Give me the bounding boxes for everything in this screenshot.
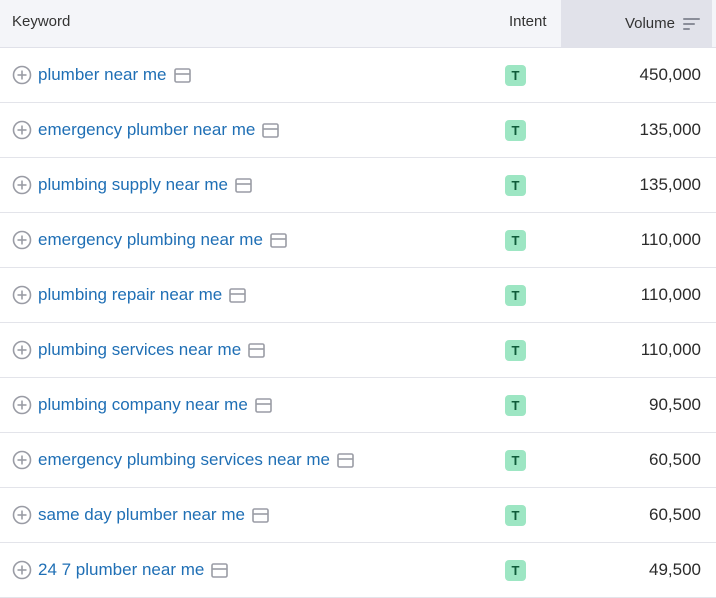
keyword-link[interactable]: plumbing company near me bbox=[38, 395, 248, 414]
keyword-cell: plumbing supply near me bbox=[12, 158, 252, 212]
sort-descending-icon[interactable] bbox=[683, 17, 700, 31]
keyword-cell: plumber near me bbox=[12, 48, 191, 102]
keyword-link[interactable]: emergency plumbing services near me bbox=[38, 450, 330, 469]
serp-features-icon[interactable] bbox=[270, 232, 287, 248]
table-row: same day plumber near me T 60,500 bbox=[0, 488, 716, 543]
table-row: emergency plumbing services near me T 60… bbox=[0, 433, 716, 488]
keyword-cell: emergency plumber near me bbox=[12, 103, 280, 157]
table-row: plumber near me T 450,000 bbox=[0, 48, 716, 103]
serp-features-icon[interactable] bbox=[337, 452, 354, 468]
volume-value: 135,000 bbox=[639, 120, 701, 139]
keyword-column-header[interactable]: Keyword bbox=[12, 13, 71, 30]
keyword-link[interactable]: 24 7 plumber near me bbox=[38, 560, 205, 579]
intent-badge[interactable]: T bbox=[505, 230, 526, 251]
keyword-link[interactable]: emergency plumbing near me bbox=[38, 230, 263, 249]
plus-circle-icon[interactable] bbox=[12, 505, 32, 525]
volume-value: 110,000 bbox=[640, 230, 701, 249]
plus-circle-icon[interactable] bbox=[12, 450, 32, 470]
table-body: plumber near me T 450,000 emergency plum… bbox=[0, 48, 716, 598]
serp-features-icon[interactable] bbox=[173, 67, 191, 83]
table-row: plumbing services near me T 110,000 bbox=[0, 323, 716, 378]
serp-features-icon[interactable] bbox=[252, 507, 269, 523]
volume-value: 60,500 bbox=[649, 505, 701, 524]
keyword-cell: emergency plumbing services near me bbox=[12, 433, 354, 487]
keyword-link[interactable]: emergency plumber near me bbox=[38, 120, 256, 139]
table-header: Keyword Intent Volume bbox=[0, 0, 716, 48]
intent-badge[interactable]: T bbox=[505, 395, 526, 416]
keyword-link[interactable]: plumbing services near me bbox=[38, 340, 242, 359]
intent-badge[interactable]: T bbox=[505, 65, 526, 86]
plus-circle-icon[interactable] bbox=[12, 120, 32, 140]
plus-circle-icon[interactable] bbox=[12, 560, 32, 580]
plus-circle-icon[interactable] bbox=[12, 175, 32, 195]
volume-value: 90,500 bbox=[649, 395, 701, 414]
serp-features-icon[interactable] bbox=[262, 122, 280, 138]
table-row: 24 7 plumber near me T 49,500 bbox=[0, 543, 716, 598]
volume-value: 60,500 bbox=[649, 450, 701, 469]
intent-badge[interactable]: T bbox=[505, 505, 526, 526]
volume-header-label: Volume bbox=[624, 15, 675, 32]
volume-value: 450,000 bbox=[639, 65, 701, 84]
keyword-cell: 24 7 plumber near me bbox=[12, 543, 229, 597]
keyword-cell: plumbing services near me bbox=[12, 323, 265, 377]
intent-badge[interactable]: T bbox=[505, 120, 526, 141]
plus-circle-icon[interactable] bbox=[12, 285, 32, 305]
keyword-cell: same day plumber near me bbox=[12, 488, 269, 542]
keyword-link[interactable]: plumbing repair near me bbox=[38, 285, 223, 304]
table-row: emergency plumbing near me T 110,000 bbox=[0, 213, 716, 268]
intent-badge[interactable]: T bbox=[505, 285, 526, 306]
keyword-link[interactable]: same day plumber near me bbox=[38, 505, 245, 524]
serp-features-icon[interactable] bbox=[254, 397, 272, 413]
plus-circle-icon[interactable] bbox=[12, 340, 32, 360]
intent-badge[interactable]: T bbox=[505, 175, 526, 196]
serp-features-icon[interactable] bbox=[211, 562, 229, 578]
volume-value: 110,000 bbox=[640, 285, 701, 304]
keyword-link[interactable]: plumber near me bbox=[38, 65, 167, 84]
volume-value: 49,500 bbox=[649, 560, 701, 579]
keyword-cell: plumbing company near me bbox=[12, 378, 272, 432]
serp-features-icon[interactable] bbox=[229, 287, 247, 303]
keyword-link[interactable]: plumbing supply near me bbox=[38, 175, 228, 194]
keyword-cell: plumbing repair near me bbox=[12, 268, 247, 322]
intent-column-header[interactable]: Intent bbox=[509, 13, 547, 30]
intent-badge[interactable]: T bbox=[505, 450, 526, 471]
plus-circle-icon[interactable] bbox=[12, 65, 32, 85]
serp-features-icon[interactable] bbox=[248, 342, 265, 358]
plus-circle-icon[interactable] bbox=[12, 230, 32, 250]
table-row: plumbing repair near me T 110,000 bbox=[0, 268, 716, 323]
table-row: plumbing company near me T 90,500 bbox=[0, 378, 716, 433]
plus-circle-icon[interactable] bbox=[12, 395, 32, 415]
keyword-cell: emergency plumbing near me bbox=[12, 213, 287, 267]
table-row: plumbing supply near me T 135,000 bbox=[0, 158, 716, 213]
serp-features-icon[interactable] bbox=[235, 177, 252, 193]
volume-value: 110,000 bbox=[640, 340, 701, 359]
volume-value: 135,000 bbox=[639, 175, 701, 194]
table-row: emergency plumber near me T 135,000 bbox=[0, 103, 716, 158]
volume-column-header[interactable]: Volume bbox=[561, 0, 712, 47]
intent-badge[interactable]: T bbox=[505, 560, 526, 581]
intent-badge[interactable]: T bbox=[505, 340, 526, 361]
